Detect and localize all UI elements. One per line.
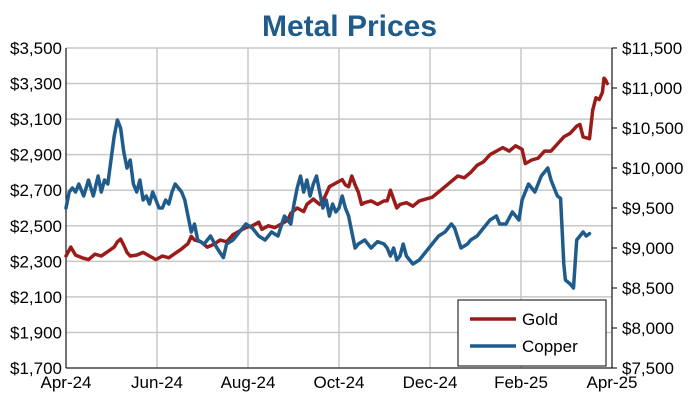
x-tick-label: Aug-24 — [221, 373, 276, 392]
legend: Gold Copper — [457, 299, 607, 367]
x-tick-label: Oct-24 — [313, 373, 364, 392]
x-tick-label: Apr-24 — [40, 373, 91, 392]
y-right-tick-label: $7,500 — [622, 359, 674, 378]
y-left-tick-label: $3,500 — [10, 39, 62, 58]
y-left-tick-label: $1,900 — [10, 323, 62, 342]
series-line-copper — [64, 118, 592, 290]
y-left-tick-label: $3,100 — [10, 110, 62, 129]
y-left-tick-label: $1,700 — [10, 359, 62, 378]
x-tick-label: Apr-25 — [586, 373, 637, 392]
chart-title: Metal Prices — [261, 10, 438, 43]
y-left-tick-label: $2,100 — [10, 288, 62, 307]
x-tick-label: Feb-25 — [494, 373, 548, 392]
y-right-tick-label: $9,000 — [622, 239, 674, 258]
y-left-tick-label: $3,300 — [10, 75, 62, 94]
series-line-gold — [64, 76, 609, 262]
y-right-tick-label: $10,500 — [622, 119, 683, 138]
y-right-tick-label: $11,500 — [622, 39, 682, 58]
legend-label: Copper — [522, 337, 578, 356]
legend-box — [457, 299, 607, 367]
y-left-tick-label: $2,700 — [10, 181, 62, 200]
y-left-tick-label: $2,300 — [10, 252, 62, 271]
y-right-tick-label: $8,500 — [622, 279, 674, 298]
y-right-tick-label: $9,500 — [622, 199, 674, 218]
y-right-tick-label: $10,000 — [622, 159, 683, 178]
y-right-tick-label: $11,000 — [622, 79, 682, 98]
y-right-tick-label: $8,000 — [622, 319, 674, 338]
axes: Apr-24 Jun-24 Aug-24 Oct-24 Dec-24 Feb-25 Apr-… — [10, 39, 683, 392]
legend-label: Gold — [522, 310, 558, 329]
y-left-tick-label: $2,900 — [10, 146, 62, 165]
series-lines — [64, 76, 609, 290]
x-tick-label: Dec-24 — [403, 373, 458, 392]
y-left-tick-label: $2,500 — [10, 217, 62, 236]
x-tick-label: Jun-24 — [131, 373, 183, 392]
